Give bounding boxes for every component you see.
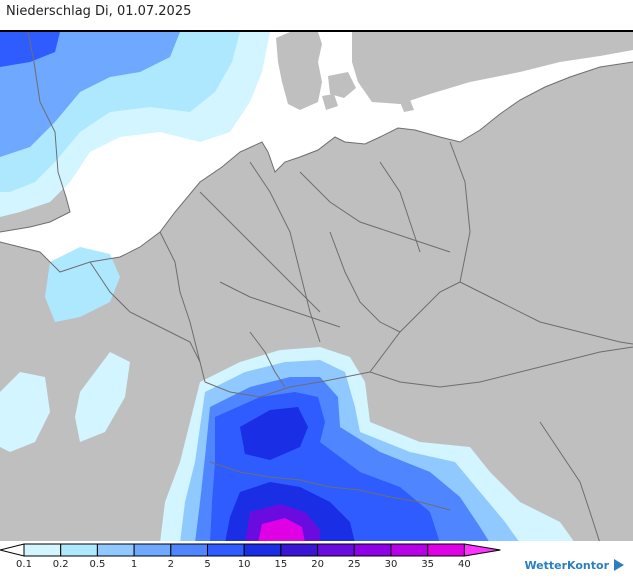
legend-tick-label: 30 [384, 559, 398, 570]
coast-uk [0, 32, 71, 233]
border-at-hu [539, 421, 600, 541]
border-de-pl [449, 141, 471, 283]
legend-swatch [60, 543, 98, 557]
border-nl-de [159, 231, 201, 363]
legend-tick-label: 35 [421, 559, 435, 570]
border-state-6 [249, 331, 286, 388]
legend-swatch [133, 543, 172, 557]
precip-france-west [0, 372, 50, 452]
legend-tick-label: 15 [274, 559, 288, 570]
legend-swatch-above-max [463, 543, 501, 557]
brand-logo: WetterKontor [524, 556, 627, 574]
border-state-5 [219, 281, 341, 328]
landmass-scandinavia [352, 32, 633, 104]
legend-swatch [23, 543, 62, 557]
border-de-south [204, 371, 371, 398]
legend-swatch [96, 543, 135, 557]
precip-north-sea-heavy [0, 32, 60, 67]
landmass-funen [322, 94, 338, 110]
precip-north-sea-moderate [0, 32, 180, 157]
brand-name: WetterKontor [524, 558, 609, 572]
precipitation-map [0, 30, 633, 541]
legend-swatch [280, 543, 319, 557]
border-state-2 [249, 161, 321, 343]
border-state-1 [199, 191, 321, 313]
legend-tick-label: 0.5 [89, 559, 106, 570]
legend-tick-label: 0.1 [16, 559, 32, 570]
landmass-continent [0, 62, 633, 541]
border-state-7 [379, 161, 421, 253]
precip-belgium [45, 247, 120, 322]
legend-swatch [353, 543, 392, 557]
landmass-jutland [276, 32, 322, 110]
legend-tick-labels: 0.1 0.2 0.5 1 2 5 10 15 20 25 30 35 40 [0, 559, 633, 575]
legend-tick-label: 25 [347, 559, 361, 570]
precip-france-central [75, 352, 130, 442]
legend-swatch [427, 543, 465, 557]
wetterkontor-logo-icon [614, 559, 624, 571]
legend-swatch [170, 543, 209, 557]
legend-color-bar [0, 543, 501, 557]
legend-tick-label: 1 [130, 559, 138, 570]
legend-swatch [207, 543, 245, 557]
border-cz-at [369, 346, 633, 388]
country-borders [89, 141, 633, 541]
precip-bavaria-heavy [240, 407, 308, 460]
legend-tick-label: 10 [237, 559, 251, 570]
legend-swatch [243, 543, 282, 557]
coast-continent [0, 61, 633, 273]
border-de-cz [369, 281, 461, 373]
border-france-belgium [89, 261, 206, 383]
legend-tick-label: 5 [204, 559, 211, 570]
map-title: Niederschlag Di, 01.07.2025 [6, 4, 192, 19]
landmass-bornholm [400, 100, 414, 112]
border-state-3 [299, 171, 451, 253]
legend-tick-label: 20 [311, 559, 324, 570]
border-pl-cz [459, 281, 633, 345]
legend-tick-label: 0.2 [52, 559, 69, 570]
border-state-4 [329, 231, 401, 333]
legend-swatch [317, 543, 355, 557]
precip-alps-extreme [258, 518, 305, 541]
legend-swatch-below-min [0, 543, 25, 557]
legend-tick-label: 2 [167, 559, 174, 570]
coastlines [0, 32, 633, 273]
map-canvas [0, 32, 633, 541]
legend-swatch [390, 543, 429, 557]
landmass-zealand [328, 72, 356, 98]
legend-tick-label: 40 [458, 559, 471, 570]
border-ch-at [209, 461, 451, 511]
